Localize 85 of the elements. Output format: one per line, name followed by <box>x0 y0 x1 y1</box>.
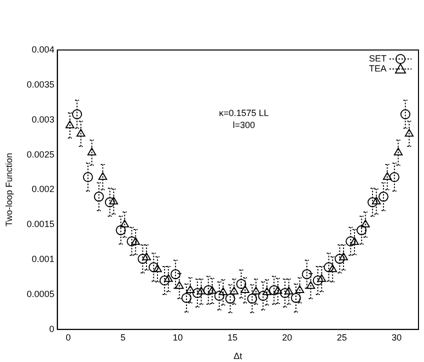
point <box>372 196 381 204</box>
point <box>142 252 151 260</box>
y-tick-label: 0.0005 <box>26 288 54 299</box>
point <box>160 276 170 286</box>
point <box>196 286 206 294</box>
point <box>66 120 74 128</box>
point <box>400 109 410 120</box>
point <box>378 192 388 202</box>
x-axis-title: Δt <box>234 351 243 362</box>
y-tick-label: 0.002 <box>32 184 54 194</box>
legend-label: SET <box>368 53 387 64</box>
point <box>218 287 228 296</box>
point <box>361 220 370 228</box>
point <box>116 225 126 236</box>
point <box>186 285 195 294</box>
point <box>104 197 115 208</box>
x-tick-label: 5 <box>120 332 126 342</box>
y-tick-label: 0.003 <box>32 114 54 124</box>
y-tick-label: 0 <box>49 324 54 334</box>
point <box>356 225 367 236</box>
point <box>280 288 290 298</box>
point <box>404 128 414 137</box>
x-tick-label: 0 <box>66 332 71 342</box>
point <box>328 264 337 272</box>
point <box>350 237 359 245</box>
point <box>120 220 130 228</box>
point <box>324 262 334 272</box>
point <box>247 294 258 304</box>
point <box>368 197 378 208</box>
point <box>153 264 162 272</box>
point <box>302 269 312 280</box>
y-axis-title: Two-loop Function <box>4 152 14 226</box>
point <box>389 172 400 182</box>
point <box>225 294 236 304</box>
point <box>295 285 304 294</box>
point <box>131 237 140 245</box>
point <box>82 172 93 182</box>
point <box>174 281 184 289</box>
point <box>312 276 323 286</box>
point <box>394 148 403 156</box>
point <box>382 172 392 180</box>
x-tick-label: 30 <box>392 332 402 342</box>
point <box>192 288 202 298</box>
point <box>208 286 217 294</box>
point <box>230 286 238 294</box>
y-tick-label: 0.0035 <box>26 79 54 90</box>
annotation: κ=0.1575 LL <box>219 108 269 118</box>
point <box>94 192 104 202</box>
point <box>269 285 280 296</box>
point <box>306 281 316 289</box>
point <box>126 236 137 246</box>
legend-label: TEA <box>368 63 386 74</box>
x-tick-label: 15 <box>227 332 238 342</box>
point <box>148 262 159 272</box>
point <box>76 128 86 137</box>
y-tick-label: 0.004 <box>32 44 54 54</box>
point <box>87 148 96 156</box>
x-tick-label: 10 <box>172 332 183 342</box>
x-tick-label: 25 <box>336 332 347 342</box>
y-tick-label: 0.0015 <box>26 219 54 230</box>
point <box>170 269 181 280</box>
point <box>181 292 192 303</box>
point <box>98 172 108 180</box>
point <box>72 109 82 120</box>
point <box>236 279 246 289</box>
point <box>346 236 356 246</box>
annotation: l=300 <box>232 120 256 130</box>
point <box>138 254 148 264</box>
point <box>214 290 224 301</box>
y-tick-label: 0.0025 <box>26 149 54 160</box>
point <box>258 290 268 301</box>
point <box>317 274 326 282</box>
point <box>290 292 301 303</box>
x-tick-label: 20 <box>282 332 292 342</box>
point <box>164 274 173 282</box>
point <box>203 285 214 296</box>
point <box>339 252 348 260</box>
point <box>334 254 345 264</box>
y-tick-label: 0.001 <box>32 254 54 264</box>
point <box>252 286 260 294</box>
point <box>109 196 118 204</box>
point <box>284 286 294 294</box>
point <box>273 286 282 294</box>
point <box>240 285 250 294</box>
point <box>262 287 272 296</box>
